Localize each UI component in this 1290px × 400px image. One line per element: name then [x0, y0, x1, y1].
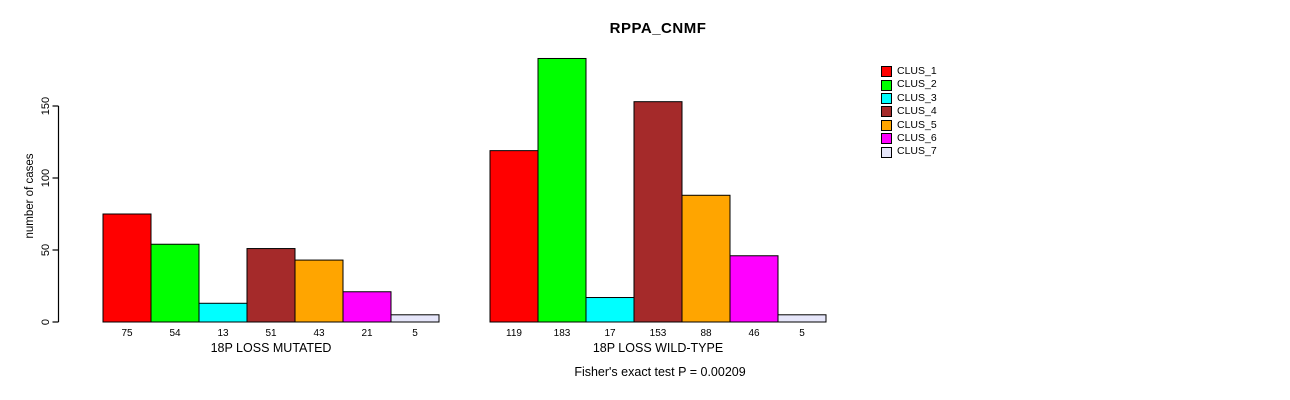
bar-value-label: 13	[217, 328, 229, 339]
chart-title: RPPA_CNMF	[609, 20, 707, 37]
legend-label: CLUS_6	[897, 131, 937, 144]
bar-clus_3	[585, 297, 635, 323]
legend-swatch-icon	[881, 119, 892, 131]
bar-clus_6	[342, 291, 392, 323]
legend: CLUS_1 CLUS_2 CLUS_3 CLUS_4 CLUS_5 CLUS_…	[881, 65, 937, 159]
bar-value-label: 46	[748, 328, 760, 339]
bar-clus_5	[681, 194, 731, 323]
legend-item: CLUS_4	[881, 105, 937, 118]
group-label-mutated: 18P LOSS MUTATED	[210, 341, 332, 355]
bar-value-label: 119	[506, 328, 522, 339]
bar-value-label: 75	[121, 328, 133, 339]
group-label-wild-type: 18P LOSS WILD-TYPE	[592, 341, 724, 355]
bar-value-label: 17	[604, 328, 616, 339]
bar-value-label: 5	[799, 328, 805, 339]
bar-clus_7	[390, 314, 440, 323]
legend-item: CLUS_6	[881, 132, 937, 145]
bar-clus_6	[729, 255, 779, 323]
bar-clus_1	[489, 150, 539, 323]
bar-value-label: 183	[554, 328, 571, 339]
y-tick-label: 50	[40, 244, 52, 256]
legend-item: CLUS_3	[881, 92, 937, 105]
legend-item: CLUS_2	[881, 78, 937, 91]
bar-value-label: 51	[265, 328, 277, 339]
bar-value-label: 153	[650, 328, 667, 339]
legend-label: CLUS_3	[897, 91, 937, 104]
legend-swatch-icon	[881, 133, 892, 145]
bar-clus_4	[246, 248, 296, 323]
bar-value-label: 5	[412, 328, 418, 339]
y-tick-label: 100	[40, 169, 52, 187]
legend-label: CLUS_5	[897, 118, 937, 131]
legend-swatch-icon	[881, 79, 892, 91]
legend-label: CLUS_7	[897, 145, 937, 158]
bar-clus_7	[777, 314, 827, 323]
legend-swatch-icon	[881, 92, 892, 104]
legend-item: CLUS_5	[881, 119, 937, 132]
bar-clus_3	[198, 302, 248, 323]
legend-label: CLUS_2	[897, 78, 937, 91]
bar-value-label: 43	[313, 328, 325, 339]
legend-label: CLUS_4	[897, 105, 937, 118]
bar-value-label: 88	[700, 328, 712, 339]
legend-swatch-icon	[881, 66, 892, 78]
y-tick-label: 150	[40, 97, 52, 115]
bar-clus_4	[633, 101, 683, 323]
legend-item: CLUS_1	[881, 65, 937, 78]
legend-swatch-icon	[881, 106, 892, 118]
fisher-test-note: Fisher's exact test P = 0.00209	[574, 365, 746, 379]
y-tick-label: 0	[40, 319, 52, 325]
bar-value-label: 21	[361, 328, 373, 339]
bar-clus_2	[150, 243, 200, 323]
legend-swatch-icon	[881, 146, 892, 158]
legend-label: CLUS_1	[897, 65, 937, 77]
bar-clus_2	[537, 57, 587, 323]
bar-value-label: 54	[169, 328, 181, 339]
bar-clus_1	[102, 213, 152, 323]
bar-clus_5	[294, 259, 344, 323]
legend-item: CLUS_7	[881, 145, 937, 158]
